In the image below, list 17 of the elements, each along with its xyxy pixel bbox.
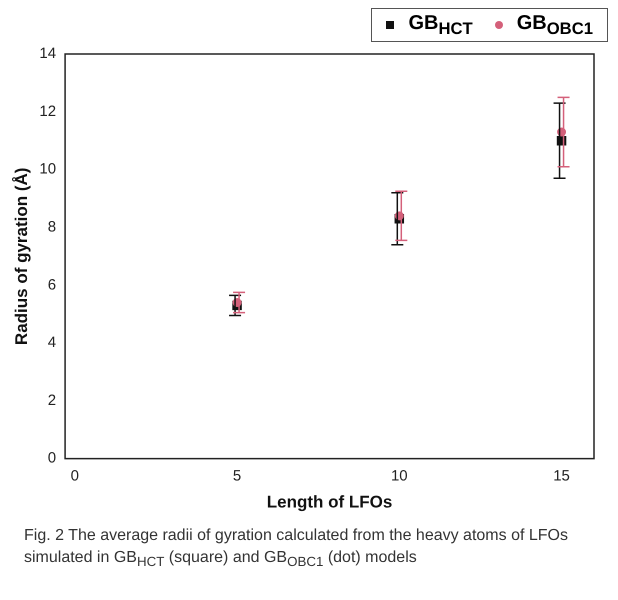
x-axis-title: Length of LFOs bbox=[266, 492, 392, 512]
x-tick-label: 15 bbox=[553, 468, 570, 485]
x-tick-label: 0 bbox=[70, 468, 79, 485]
legend-label: GB$_{HCT}$ bbox=[408, 12, 473, 38]
y-tick-label: 4 bbox=[48, 334, 56, 352]
caption: Fig. 2 The average radii of gyration calculated from the heavy atoms of LFOs simulated in GB$_{HCT}$ (square) and GB$_{OBC1}$ (dot) models bbox=[23, 526, 569, 571]
x-tick-label: 10 bbox=[390, 468, 408, 485]
y-tick-label: 10 bbox=[39, 160, 56, 178]
y-tick-label: 12 bbox=[39, 102, 56, 120]
y-axis-title: Radius of gyration (Å) bbox=[12, 168, 31, 346]
y-tick-label: 8 bbox=[48, 218, 56, 236]
x-tick-label: 5 bbox=[232, 468, 242, 485]
y-tick-label: 14 bbox=[39, 45, 56, 62]
y-tick-label: 0 bbox=[48, 450, 56, 467]
y-tick-label: 2 bbox=[48, 392, 56, 409]
legend-label: GB$_{OBC1}$ bbox=[516, 12, 593, 38]
y-tick-label: 6 bbox=[48, 276, 56, 294]
